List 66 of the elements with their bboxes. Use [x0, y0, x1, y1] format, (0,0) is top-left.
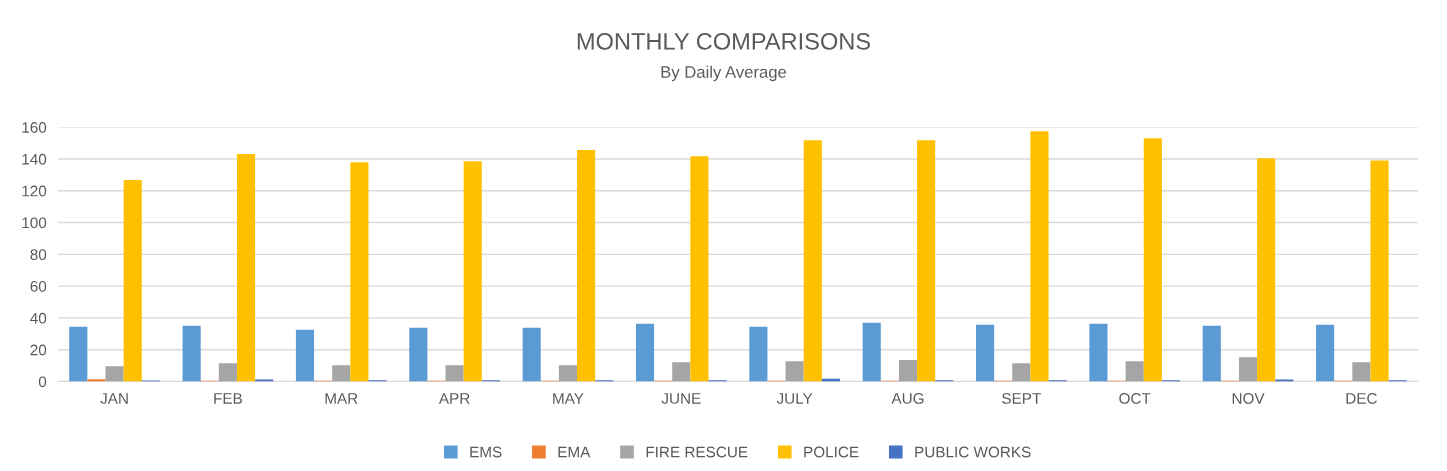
y-tick-label: 140 [22, 153, 47, 165]
bar [1316, 324, 1335, 382]
x-tick-label: AUG [891, 393, 924, 404]
y-tick-label: 0 [38, 376, 47, 388]
bar [332, 365, 351, 382]
bar [1089, 323, 1108, 382]
bar [1202, 325, 1221, 382]
x-tick-label: FEB [214, 393, 242, 404]
bar [1352, 362, 1371, 382]
bar [898, 359, 918, 382]
bar [1238, 357, 1258, 382]
bar [463, 161, 482, 382]
x-tick-label: JULY [776, 393, 813, 404]
x-tick-label: NOV [1232, 393, 1265, 404]
bar [862, 322, 881, 382]
bar [1275, 379, 1294, 382]
x-tick-label: MAY [553, 393, 584, 404]
bar [690, 156, 709, 382]
bar [1370, 160, 1389, 382]
bar [69, 326, 88, 382]
bar [558, 365, 578, 382]
bar [105, 366, 124, 382]
legend-label: EMA [558, 446, 591, 458]
bar [409, 327, 428, 382]
y-tick-label: 60 [30, 281, 47, 292]
bar [255, 379, 274, 382]
bar [635, 323, 655, 382]
chart-title: MONTHLY COMPARISONS [577, 32, 871, 50]
bar [1030, 131, 1049, 382]
bar [350, 162, 369, 382]
legend-label: PUBLIC WORKS [915, 446, 1031, 458]
bar [577, 149, 596, 382]
bar [672, 362, 691, 382]
bar [1257, 158, 1276, 382]
x-tick-label: DEC [1346, 393, 1377, 404]
x-tick-label: JAN [100, 393, 128, 404]
legend-label: FIRE RESCUE [646, 446, 748, 458]
y-tick-label: 40 [30, 312, 47, 324]
bar [1143, 138, 1162, 382]
y-tick-label: 120 [22, 185, 47, 197]
x-tick-label: APR [438, 393, 470, 404]
bar [182, 325, 201, 382]
bar [445, 365, 464, 382]
bar [917, 140, 936, 382]
chart-subtitle: By Daily Average [661, 65, 787, 82]
bar [976, 324, 995, 382]
bar [785, 361, 804, 382]
bar [218, 363, 237, 382]
bar [522, 327, 541, 382]
y-tick-label: 160 [22, 122, 47, 133]
bar [236, 153, 256, 382]
legend-label: POLICE [804, 446, 859, 458]
bar [1012, 363, 1031, 382]
bar [803, 140, 822, 382]
x-tick-label: OCT [1119, 393, 1151, 404]
bar [749, 326, 768, 382]
y-tick-label: 80 [30, 249, 47, 261]
y-tick-label: 100 [22, 217, 47, 229]
y-tick-label: 20 [30, 344, 47, 356]
x-tick-label: SEPT [1002, 393, 1041, 404]
bar [123, 179, 142, 382]
legend-label: EMS [470, 446, 502, 458]
x-tick-label: JUNE [661, 393, 701, 404]
bar [295, 329, 315, 382]
x-tick-label: MAR [325, 393, 358, 404]
bar [1125, 361, 1144, 382]
